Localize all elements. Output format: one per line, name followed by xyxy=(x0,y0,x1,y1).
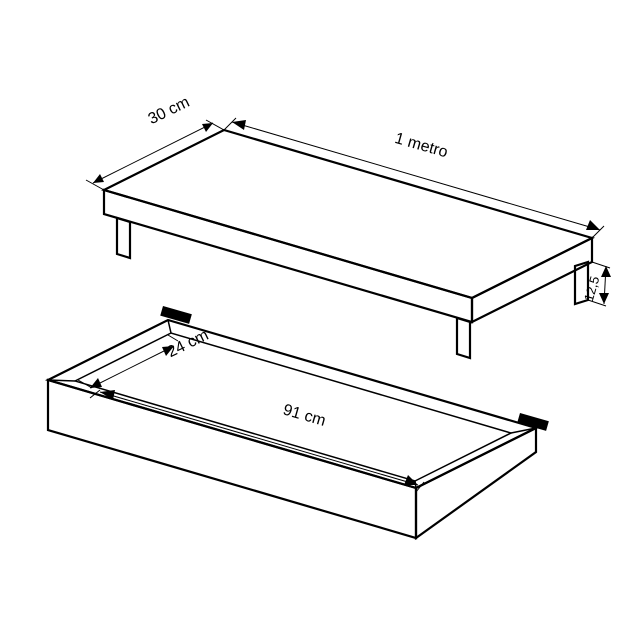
dim-inner-depth-label: 24 cm xyxy=(165,327,212,361)
dim-height-label: 12,5 xyxy=(581,275,602,303)
shelf-leg-front-right xyxy=(457,318,470,358)
furniture-drawing: 30 cm 1 metro 12,5 xyxy=(0,0,640,640)
drawer-right-face xyxy=(416,428,536,538)
dim-inner-depth: 24 cm xyxy=(78,327,211,388)
drawer-front-face xyxy=(48,380,416,538)
dim-length: 1 metro xyxy=(224,118,604,238)
shelf-leg-front-left xyxy=(117,218,130,258)
dim-depth: 30 cm xyxy=(86,94,224,190)
dim-length-label: 1 metro xyxy=(393,130,450,161)
dim-depth-label: 30 cm xyxy=(146,94,193,128)
shelf-front-face xyxy=(104,190,472,322)
shelf-top-face xyxy=(104,130,592,298)
dim-inner-length-label: 91 cm xyxy=(281,401,328,429)
dim-height: 12,5 xyxy=(581,262,611,306)
